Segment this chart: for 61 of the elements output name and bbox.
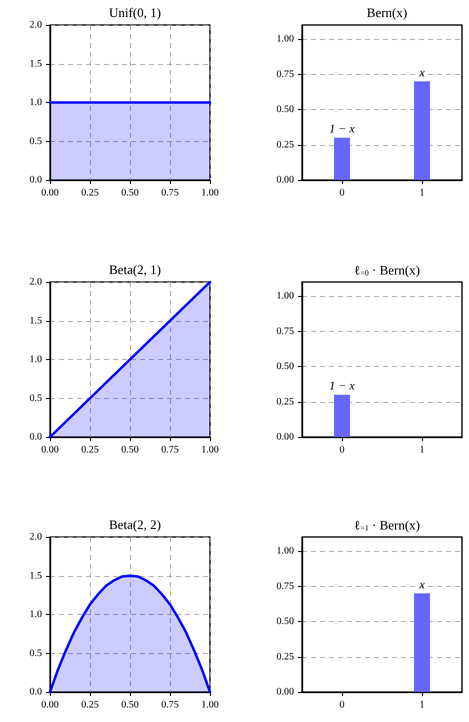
y-tick-label: 0.00 bbox=[276, 686, 294, 698]
x-tick-label: 0.00 bbox=[41, 188, 59, 198]
annotation: x bbox=[418, 65, 426, 80]
y-tick-label: 0.5 bbox=[30, 136, 42, 147]
x-tick-label: 1.00 bbox=[201, 188, 219, 198]
y-tick-label: 1.0 bbox=[30, 97, 42, 108]
x-tick-label: 0.50 bbox=[121, 188, 139, 198]
x-tick-label: 1 bbox=[420, 700, 424, 710]
x-tick-label: 0.25 bbox=[81, 700, 99, 710]
y-tick-label: 2.0 bbox=[30, 532, 42, 542]
y-tick-label: 1.00 bbox=[276, 34, 294, 45]
chart-title: Unif(0, 1) bbox=[109, 5, 161, 20]
y-tick-label: 1.5 bbox=[30, 58, 42, 70]
y-tick-label: 0.00 bbox=[276, 432, 294, 442]
chart-title: ℓ=0 · Bern(x) bbox=[354, 262, 420, 278]
y-tick-label: 0.0 bbox=[30, 686, 42, 698]
annotation: 1 − x bbox=[329, 378, 356, 393]
y-tick-label: 0.00 bbox=[276, 174, 294, 186]
x-tick-label: 0.50 bbox=[121, 700, 139, 710]
chart-title: Bern(x) bbox=[366, 5, 408, 20]
x-tick-label: 0 bbox=[340, 700, 344, 710]
y-tick-label: 0.0 bbox=[30, 174, 42, 186]
y-tick-label: 1.5 bbox=[30, 315, 42, 326]
y-tick-label: 0.50 bbox=[276, 616, 294, 628]
x-tick-label: 0.75 bbox=[161, 188, 179, 198]
y-tick-label: 1.0 bbox=[30, 354, 42, 365]
x-tick-label: 1 bbox=[420, 188, 424, 198]
y-tick-label: 1.00 bbox=[276, 546, 294, 557]
chart-title: Beta(2, 2) bbox=[109, 517, 161, 532]
annotation: x bbox=[418, 577, 426, 592]
chart-title: ℓ=1 · Bern(x) bbox=[354, 518, 420, 532]
annotation: 1 − x bbox=[329, 122, 356, 136]
y-tick-label: 2.0 bbox=[30, 20, 42, 30]
x-tick-label: 0.75 bbox=[161, 700, 179, 710]
chart-title: Beta(2, 1) bbox=[109, 262, 161, 277]
y-tick-label: 0.25 bbox=[276, 651, 294, 662]
x-tick-label: 0.00 bbox=[41, 700, 59, 710]
x-tick-label: 1.00 bbox=[201, 444, 219, 456]
y-tick-label: 0.75 bbox=[276, 580, 294, 592]
x-tick-label: 1.00 bbox=[201, 700, 219, 710]
x-tick-label: 0.00 bbox=[41, 444, 59, 456]
x-tick-label: 0.75 bbox=[161, 444, 179, 456]
y-tick-label: 2.0 bbox=[30, 276, 42, 288]
y-tick-label: 0.25 bbox=[276, 139, 294, 150]
y-tick-label: 0.0 bbox=[30, 432, 42, 442]
y-tick-label: 0.5 bbox=[30, 392, 42, 404]
y-tick-label: 0.75 bbox=[276, 68, 294, 80]
x-tick-label: 0.50 bbox=[121, 444, 139, 456]
y-tick-label: 0.5 bbox=[30, 648, 42, 659]
y-tick-label: 1.0 bbox=[30, 609, 42, 620]
y-tick-label: 0.50 bbox=[276, 104, 294, 116]
y-tick-label: 0.75 bbox=[276, 326, 294, 337]
x-tick-label: 0.25 bbox=[81, 188, 99, 198]
y-tick-label: 0.50 bbox=[276, 361, 294, 372]
y-tick-label: 0.25 bbox=[276, 396, 294, 408]
x-tick-label: 0.25 bbox=[81, 444, 99, 456]
x-tick-label: 0 bbox=[340, 444, 344, 456]
y-tick-label: 1.00 bbox=[276, 290, 294, 302]
x-tick-label: 1 bbox=[420, 444, 424, 456]
x-tick-label: 0 bbox=[340, 188, 344, 198]
y-tick-label: 1.5 bbox=[30, 570, 42, 582]
